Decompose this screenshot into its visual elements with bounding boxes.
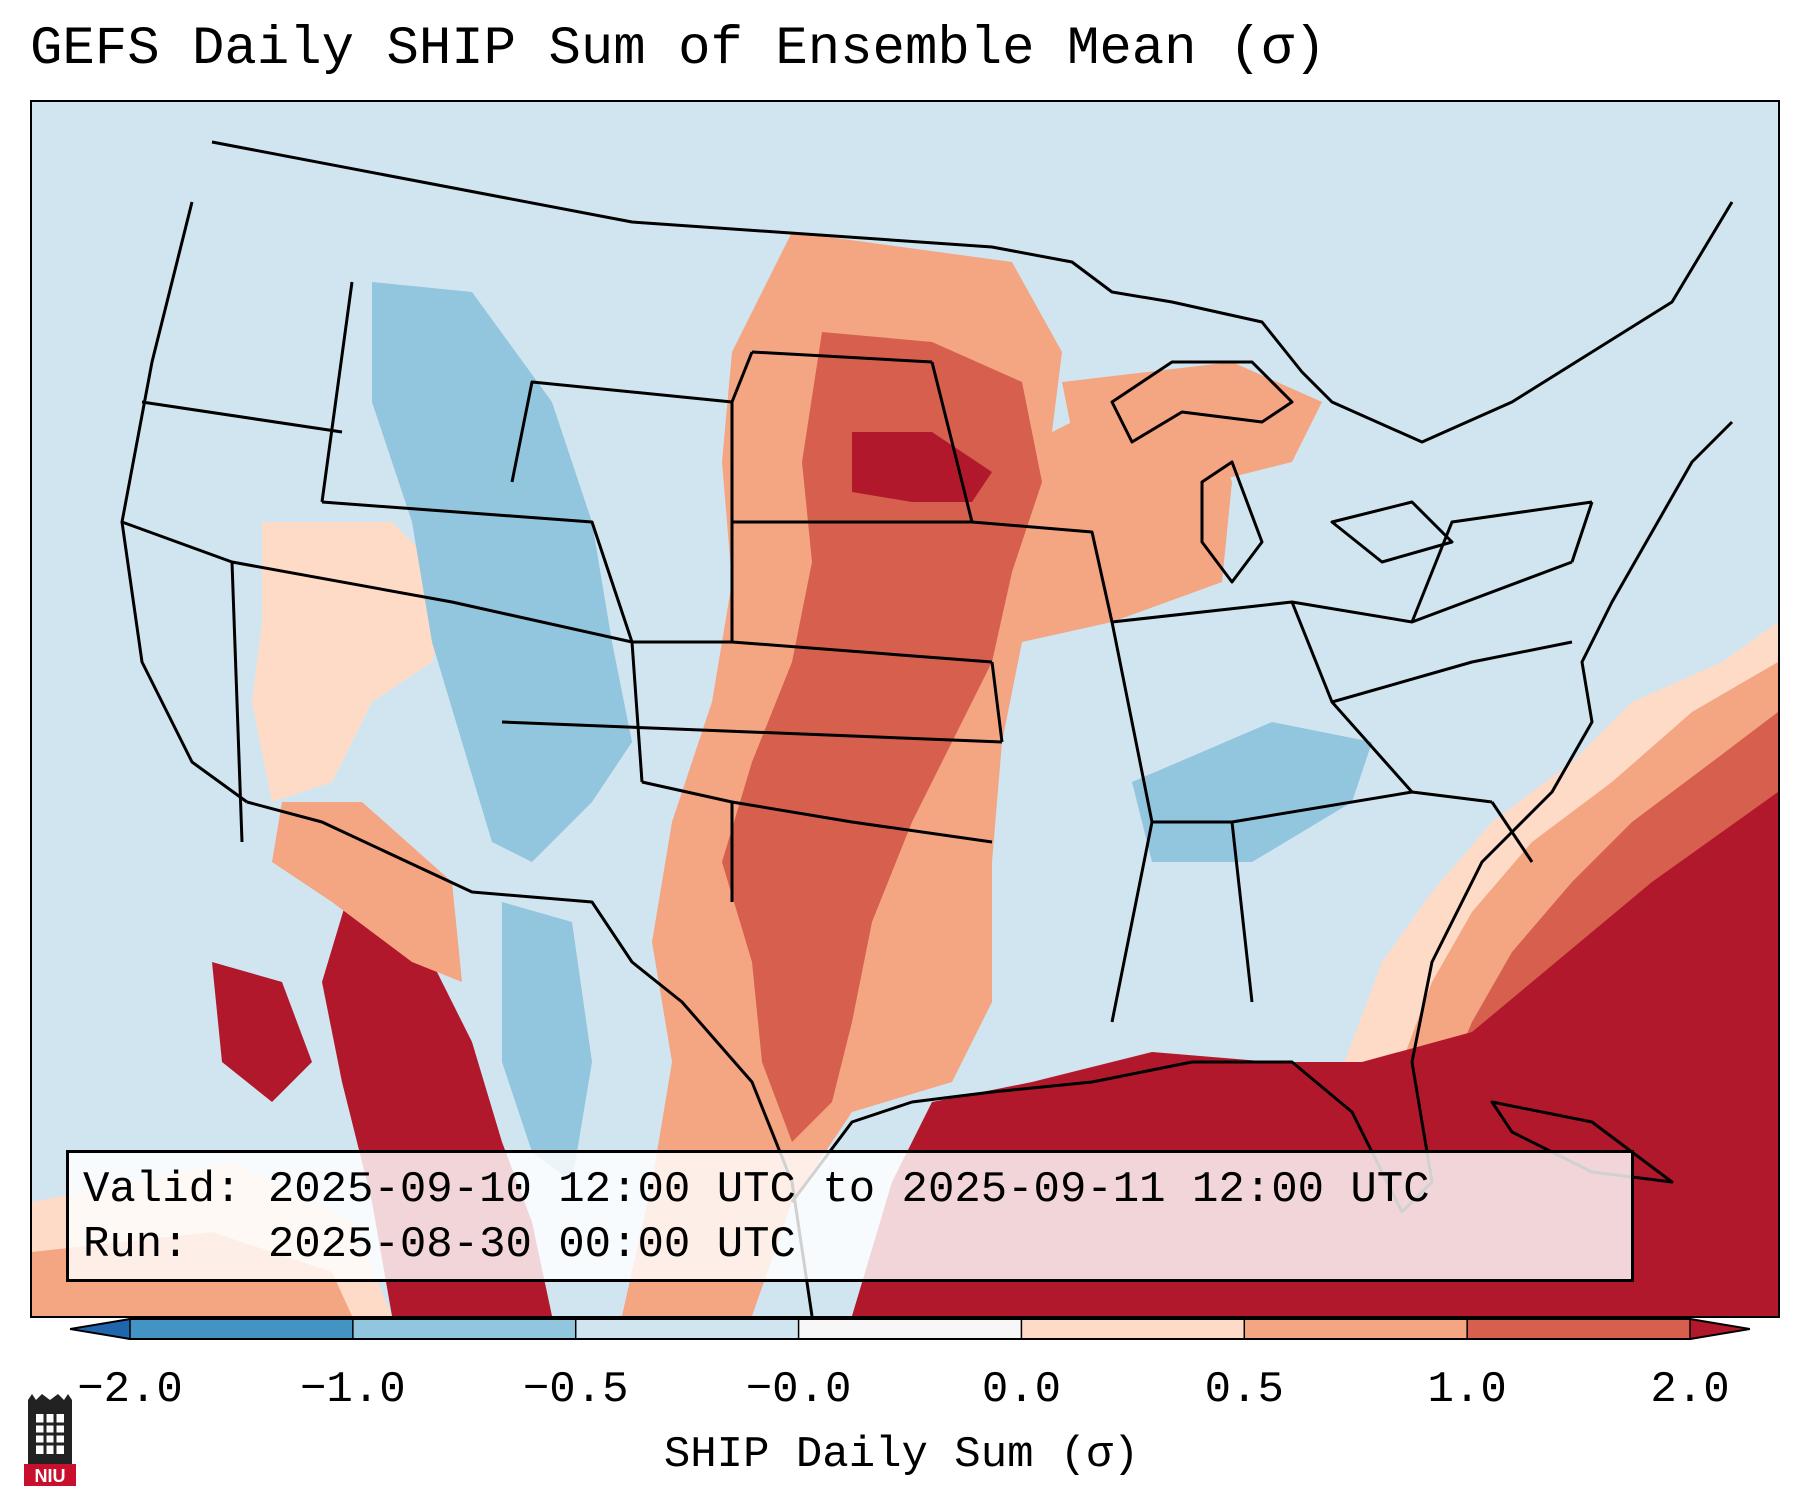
colorbar-tick-label: −2.0 — [77, 1365, 183, 1415]
colorbar-bin — [575, 1318, 800, 1340]
run-time-text: Run: 2025-08-30 00:00 UTC — [83, 1220, 796, 1270]
colorbar-bin — [130, 1318, 354, 1340]
colorbar-bin — [352, 1318, 577, 1340]
colorbar-bin — [1021, 1318, 1245, 1340]
valid-time-text: Valid: 2025-09-10 12:00 UTC to 2025-09-1… — [83, 1165, 1430, 1215]
colorbar — [70, 1318, 1750, 1340]
dakotas-peak-region — [852, 432, 992, 502]
colorbar-extend-low — [70, 1318, 130, 1340]
validity-info-box: Valid: 2025-09-10 12:00 UTC to 2025-09-1… — [66, 1150, 1634, 1282]
colorbar-tick-label: −1.0 — [300, 1365, 406, 1415]
colorbar-bin — [1467, 1318, 1691, 1340]
colorbar-label: SHIP Daily Sum (σ) — [663, 1430, 1140, 1480]
colorbar-tick-label: −0.5 — [522, 1365, 629, 1415]
southwest-moderate-region — [272, 802, 462, 982]
colorbar-tick-label: 1.0 — [1427, 1365, 1507, 1415]
boundaries — [120, 140, 1734, 1316]
baja-high-region — [212, 962, 312, 1102]
colorbar-bin — [1244, 1318, 1468, 1340]
tennessee-low-region — [1132, 722, 1372, 862]
us-coastline — [120, 201, 1734, 1214]
colorbar-tick-label: 2.0 — [1650, 1365, 1730, 1415]
state-lines — [121, 281, 1594, 1023]
page-title: GEFS Daily SHIP Sum of Ensemble Mean (σ) — [30, 19, 1327, 80]
us-mexico-border-line — [246, 800, 814, 1316]
map-canvas — [32, 102, 1778, 1316]
rockies-low-region — [372, 282, 632, 862]
canada-border-line — [211, 140, 1734, 444]
colorbar-tick-label: −0.0 — [745, 1365, 852, 1415]
niu-logo-icon: NIU — [24, 1394, 76, 1486]
colorbar-extend-high — [1690, 1318, 1750, 1340]
colorbar-tick-label: 0.5 — [1204, 1365, 1284, 1415]
niu-logo-text: NIU — [35, 1466, 66, 1486]
colorbar-bin — [798, 1318, 1022, 1340]
map-panel — [30, 100, 1780, 1318]
big-bend-low-region — [502, 902, 592, 1182]
great-lakes-outline — [1110, 360, 1454, 584]
colorbar-tick-label: 0.0 — [981, 1365, 1062, 1415]
